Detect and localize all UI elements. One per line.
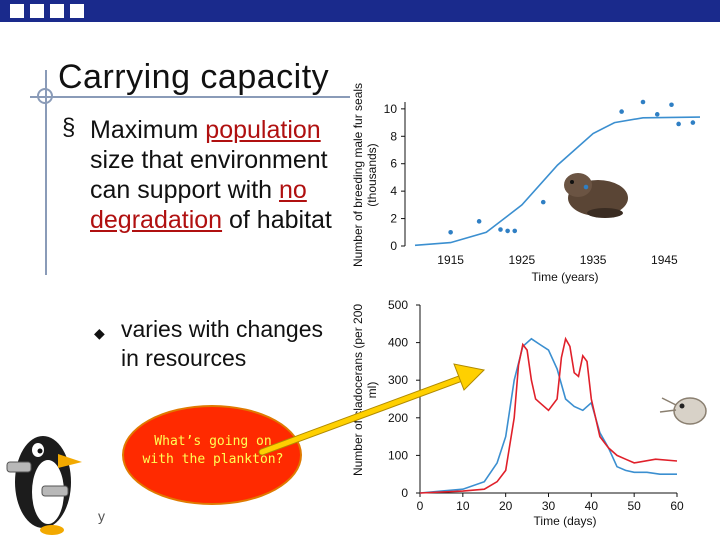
bullet-1-fragment: of habitat bbox=[222, 206, 332, 234]
decor-horizontal-line bbox=[30, 96, 350, 98]
chart1-y-tick-label: 4 bbox=[390, 184, 397, 198]
chart1-y-tick-label: 6 bbox=[390, 157, 397, 171]
chart1-data-point bbox=[505, 228, 510, 234]
chart1-data-point bbox=[654, 112, 660, 117]
chart1-data-point bbox=[676, 121, 681, 127]
chart2-x-tick-label: 0 bbox=[417, 499, 424, 513]
chart1-y-tick-label: 10 bbox=[384, 102, 398, 116]
chart1-y-tick-label: 2 bbox=[390, 212, 397, 226]
chart2-x-tick-label: 50 bbox=[627, 499, 641, 513]
bullet-1-fragment: size that environment can support with bbox=[90, 146, 328, 204]
chart2-x-tick-label: 20 bbox=[499, 499, 513, 513]
crosshair-icon bbox=[37, 88, 53, 104]
chart1-x-tick-label: 1935 bbox=[580, 253, 607, 267]
chart1-x-tick-label: 1925 bbox=[509, 253, 536, 267]
chart1-data-point bbox=[669, 102, 674, 108]
chart1-data-point bbox=[690, 120, 696, 125]
chart2-x-tick-label: 10 bbox=[456, 499, 470, 513]
slide-title: Carrying capacity bbox=[58, 58, 330, 96]
bullet-2-text: varies with changes in resources bbox=[121, 316, 323, 371]
topbar-square bbox=[70, 4, 84, 18]
chart1-y-tick-label: 0 bbox=[390, 239, 397, 253]
chart2-x-tick-label: 40 bbox=[585, 499, 599, 513]
topbar-square bbox=[10, 4, 24, 18]
footer-text: y bbox=[98, 508, 105, 524]
bullet-1-keyword: no degradation bbox=[90, 176, 307, 234]
chart1-x-tick-label: 1915 bbox=[437, 253, 464, 267]
topbar-square bbox=[50, 4, 64, 18]
fur-seal-illustration bbox=[564, 173, 628, 218]
arrow-shaft bbox=[259, 375, 465, 455]
chart1-data-point bbox=[512, 228, 518, 234]
chart2-x-tick-label: 60 bbox=[670, 499, 684, 513]
chart2-y-tick-label: 400 bbox=[388, 336, 408, 350]
bullet-1-text: Maximum population size that environment… bbox=[90, 115, 345, 235]
callout-text: What’s going on with the plankton? bbox=[142, 434, 284, 467]
cladoceran-illustration bbox=[659, 397, 707, 425]
chart1-data-point bbox=[583, 184, 589, 190]
chart2-y-tick-label: 500 bbox=[388, 298, 408, 312]
chart2-series-line bbox=[419, 336, 678, 494]
chart1-x-tick-label: 1945 bbox=[651, 253, 678, 267]
square-bullet-icon: § bbox=[62, 114, 76, 141]
chart2-series-line bbox=[419, 337, 677, 494]
chart2-y-tick-label: 0 bbox=[401, 486, 408, 500]
chart1-data-point bbox=[498, 227, 503, 232]
chart2-x-axis-title: Time (days) bbox=[533, 514, 597, 528]
chart2-x-tick-label: 30 bbox=[542, 499, 556, 513]
chart1-data-point bbox=[476, 219, 482, 224]
chart2-y-tick-label: 300 bbox=[388, 373, 408, 387]
bullet-1-fragment: Maximum bbox=[90, 116, 206, 144]
bullet-1-keyword: population bbox=[205, 116, 321, 144]
penguin-mascot-illustration bbox=[6, 436, 82, 535]
slide-top-bar bbox=[0, 0, 720, 22]
topbar-square bbox=[30, 4, 44, 18]
decor-vertical-line bbox=[45, 70, 47, 275]
arrow-head bbox=[453, 363, 486, 391]
diamond-bullet-icon: ◆ bbox=[94, 325, 105, 341]
chart2-y-tick-label: 100 bbox=[388, 448, 408, 462]
callout-arrow bbox=[258, 363, 486, 456]
callout-bubble bbox=[122, 405, 302, 505]
chart1-data-point bbox=[619, 109, 624, 114]
chart2-y-tick-label: 200 bbox=[388, 411, 408, 425]
chart1-data-point bbox=[448, 229, 453, 235]
chart1-data-point bbox=[640, 99, 646, 105]
chart1-data-point bbox=[540, 199, 546, 205]
chart1-y-tick-label: 8 bbox=[390, 129, 397, 143]
chart1-x-axis-title: Time (years) bbox=[531, 270, 599, 284]
chart1-logistic-curve bbox=[414, 116, 701, 247]
